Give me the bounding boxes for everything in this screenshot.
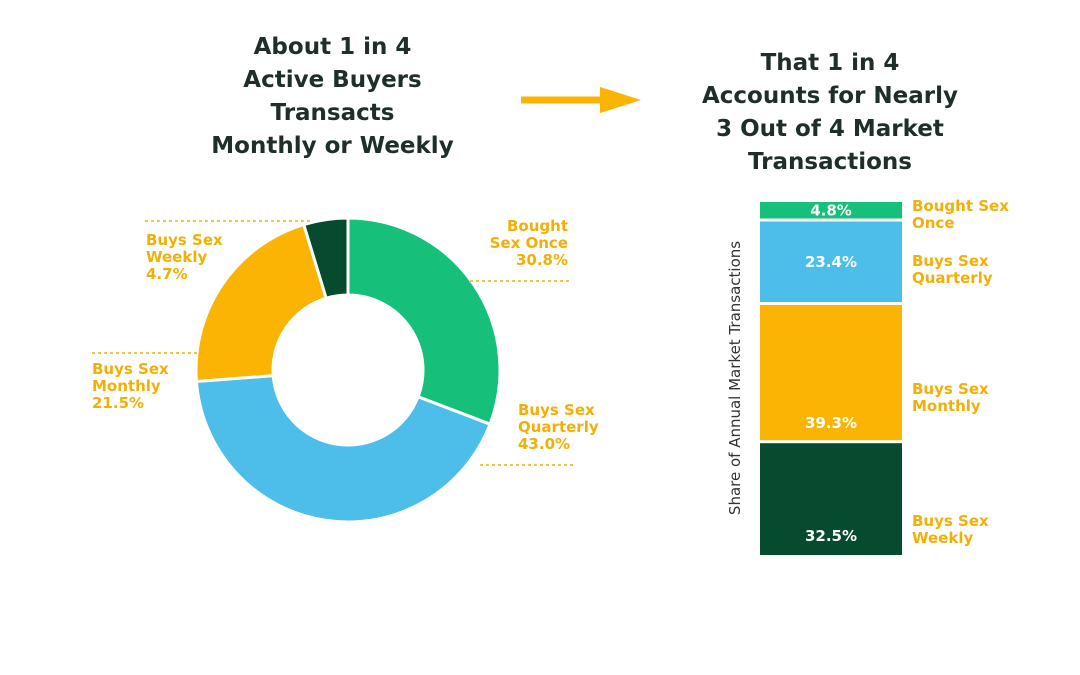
bar-label-weekly: Buys Sex Weekly [912, 512, 989, 547]
bar-segment-weekly [760, 443, 902, 555]
bar-label-once: Bought Sex Once [912, 197, 1009, 232]
bar-segment-quarterly [760, 221, 902, 303]
bar-value-weekly: 32.5% [805, 527, 857, 545]
stacked-bar-chart: 4.8% 23.4% 39.3% 32.5% Share of Annual Marke… [726, 201, 902, 555]
donut-label-monthly: Buys Sex Monthly 21.5% [92, 360, 169, 412]
donut-label-quarterly: Buys Sex Quarterly 43.0% [518, 401, 599, 453]
y-axis-label: Share of Annual Market Transactions [726, 241, 744, 515]
donut-slice-quarterly [194, 374, 492, 524]
donut-leader-lines [92, 220, 575, 466]
stacked-bar-title: That 1 in 4 Accounts for Nearly 3 Out of… [701, 50, 959, 175]
bar-value-monthly: 39.3% [805, 414, 857, 432]
donut-slice-once [346, 216, 502, 427]
donut-label-once: Bought Sex Once 30.8% [489, 217, 568, 269]
bar-label-quarterly: Buys Sex Quarterly [912, 252, 993, 287]
bar-value-quarterly: 23.4% [805, 253, 857, 271]
donut-slice-monthly [194, 222, 329, 384]
bar-value-once: 4.8% [810, 201, 852, 219]
donut-label-weekly: Buys Sex Weekly 4.7% [146, 231, 223, 283]
bar-segment-monthly [760, 305, 902, 441]
donut-chart-title: About 1 in 4 Active Buyers Transacts Mon… [211, 34, 454, 159]
arrow-icon [521, 87, 641, 113]
bar-label-monthly: Buys Sex Monthly [912, 380, 989, 415]
bar-segment-once [760, 202, 902, 219]
donut-chart [194, 216, 502, 524]
donut-slice-weekly [301, 216, 350, 301]
